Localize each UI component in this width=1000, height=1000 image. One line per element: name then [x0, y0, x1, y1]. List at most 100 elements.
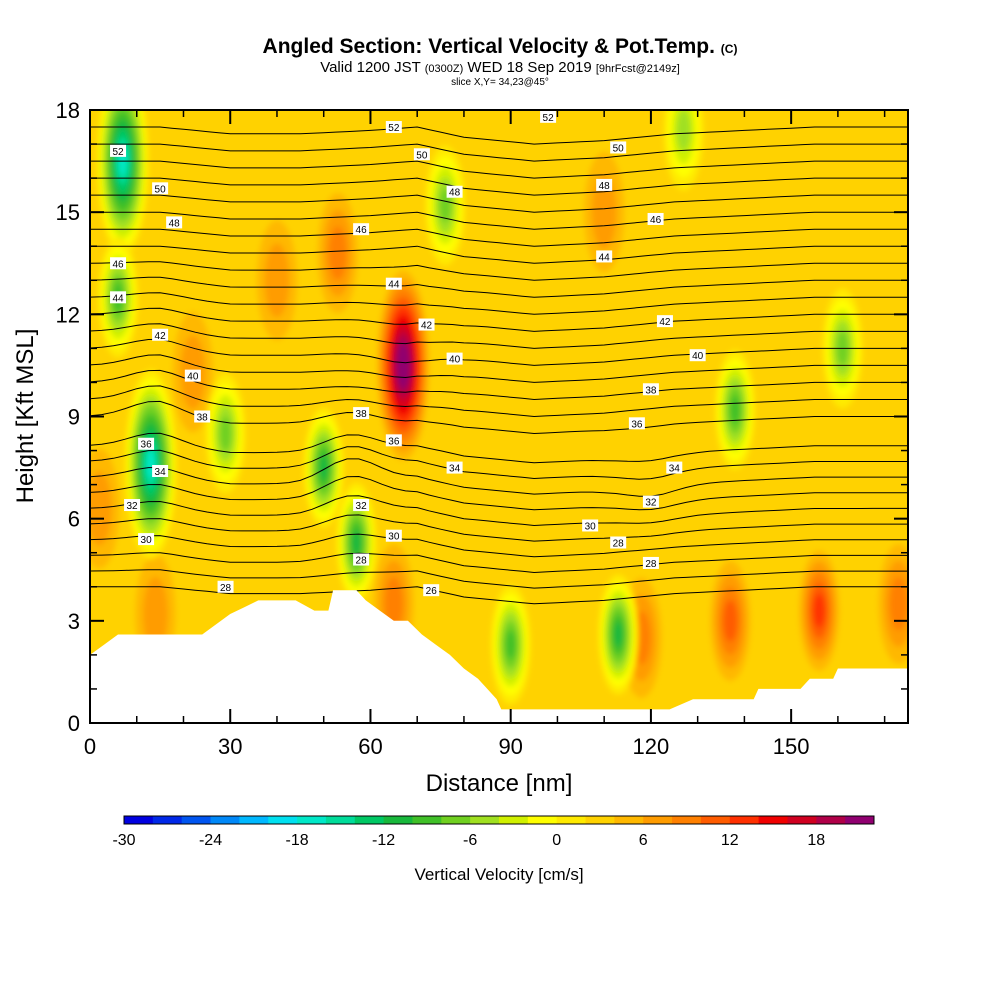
contour-label-33: 40	[689, 349, 706, 362]
theta-contour-51	[90, 160, 908, 179]
colorbar-labels: -30 -24 -18 -12 -6 0 6 12 18	[112, 832, 825, 849]
colorbar-swatch-13	[499, 816, 529, 824]
contour-label-26: 26	[423, 584, 440, 597]
contour-label-18: 42	[418, 318, 435, 332]
chart-subtitle: Valid 1200 JST (0300Z) WED 18 Sep 2019 […	[0, 60, 1000, 77]
colorbar-tick-label-0: -30	[112, 832, 135, 849]
contour-label-text-14: 50	[416, 150, 428, 161]
contour-label-31: 44	[596, 250, 613, 263]
downdraft-cell-4-level-7	[352, 529, 361, 556]
theta-contour-47	[90, 228, 908, 247]
x-tick-label-150: 150	[773, 734, 810, 759]
theta-contour-31	[90, 495, 908, 527]
contour-label-23: 32	[353, 499, 370, 512]
contour-label-text-5: 42	[155, 331, 167, 342]
contour-label-text-3: 46	[112, 259, 124, 270]
colorbar-tick-label-5: 0	[552, 832, 561, 849]
theta-contour-53	[90, 126, 908, 145]
theta-contour-33	[90, 458, 908, 497]
y-axis-label: Height [Kft MSL]	[12, 329, 39, 504]
colorbar-swatch-23	[787, 816, 817, 824]
colorbar-swatch-14	[527, 816, 558, 824]
x-axis-label: Distance [nm]	[426, 770, 573, 797]
contour-label-text-20: 38	[356, 409, 368, 420]
contour-label-text-37: 32	[645, 498, 657, 509]
colorbar-tick-label-1: -24	[199, 832, 222, 849]
contour-label-text-12: 28	[220, 583, 232, 594]
colorbar-swatch-10	[412, 816, 442, 824]
contour-label-34: 38	[642, 383, 659, 396]
colorbar-swatch-0	[124, 816, 154, 824]
x-tick-label-120: 120	[633, 734, 670, 759]
contour-label-19: 40	[446, 352, 463, 366]
updraft-cell-0	[377, 270, 430, 461]
colorbar-tick-label-2: -18	[286, 832, 309, 849]
theta-contour-32	[90, 475, 908, 511]
theta-contour-40	[90, 338, 908, 366]
theta-contour-45	[90, 261, 908, 281]
contour-label-2: 48	[166, 216, 183, 229]
updraft-cell-4-level-4	[723, 599, 738, 642]
contour-label-text-32: 42	[659, 317, 671, 328]
plot-area: 52 50 48 46 44 42 40 38 36 34 32 30 28 52 50 48 46 44 42 40…	[90, 110, 908, 723]
contour-label-24: 30	[385, 529, 402, 543]
contour-label-text-39: 28	[613, 539, 625, 550]
downdraft-cell-5-level-6	[505, 630, 516, 660]
updraft-cell-9-level-2	[143, 577, 168, 651]
downdraft-cell-9	[425, 145, 466, 266]
contour-label-text-0: 52	[112, 147, 124, 158]
contour-label-text-17: 44	[388, 280, 400, 291]
theta-contour-39	[90, 354, 908, 383]
colorbar-swatch-5	[268, 816, 298, 824]
y-tick-label-6: 6	[68, 507, 80, 532]
contour-labels: 52 50 48 46 44 42 40 38 36 34 32 30 28 52 50 48 46 44 42 40…	[110, 110, 706, 597]
theta-contour-50	[90, 177, 908, 196]
updraft-cell-3-level-2	[591, 175, 617, 250]
terrain	[90, 590, 908, 723]
y-tick-label-18: 18	[56, 98, 80, 123]
colorbar-swatch-19	[672, 816, 702, 824]
contour-label-text-31: 44	[599, 252, 611, 263]
colorbar-swatch-12	[470, 816, 500, 824]
contour-label-6: 40	[184, 369, 201, 383]
chart-title: Angled Section: Vertical Velocity & Pot.…	[0, 36, 1000, 60]
contour-label-text-36: 34	[669, 464, 681, 475]
colorbar-tick-label-4: -6	[463, 832, 477, 849]
contour-label-text-1: 50	[155, 184, 167, 195]
contour-label-text-40: 28	[645, 559, 657, 570]
contour-label-text-38: 30	[585, 521, 597, 532]
contour-label-32: 42	[656, 315, 673, 328]
theta-contour-27	[90, 569, 908, 589]
contour-label-35: 36	[628, 417, 645, 430]
colorbar-swatch-6	[297, 816, 327, 824]
contour-label-text-33: 40	[692, 351, 704, 362]
contour-label-text-27: 52	[543, 113, 555, 124]
x-tick-label-90: 90	[498, 734, 522, 759]
y-tick-label-15: 15	[56, 200, 80, 225]
contour-label-20: 38	[353, 407, 370, 420]
colorbar-tick-label-8: 18	[807, 832, 825, 849]
y-tick-label-3: 3	[68, 609, 80, 634]
colorbar-frame	[123, 815, 875, 825]
contour-label-13: 52	[385, 121, 402, 134]
subtitle-date: WED 18 Sep 2019	[467, 59, 592, 76]
contour-label-30: 46	[647, 212, 664, 226]
theta-contour-38	[90, 369, 908, 401]
downdraft-cell-4	[336, 482, 377, 603]
contour-label-text-6: 40	[187, 372, 199, 383]
updraft-cell-5-level-5	[813, 593, 825, 628]
colorbar-title: Vertical Velocity [cm/s]	[414, 865, 583, 884]
contour-label-3: 46	[110, 257, 127, 270]
contour-label-7: 38	[194, 410, 211, 424]
theta-contour-43	[90, 292, 908, 315]
contour-label-text-35: 36	[631, 419, 643, 430]
y-tick-label-9: 9	[68, 405, 80, 430]
contour-label-27: 52	[540, 110, 557, 124]
theta-contour-46	[90, 245, 908, 264]
contour-label-14: 50	[413, 148, 430, 161]
contour-label-38: 30	[582, 519, 599, 532]
contour-label-25: 28	[353, 553, 370, 567]
colorbar-swatch-1	[152, 816, 183, 824]
y-tick-label-0: 0	[68, 711, 80, 736]
